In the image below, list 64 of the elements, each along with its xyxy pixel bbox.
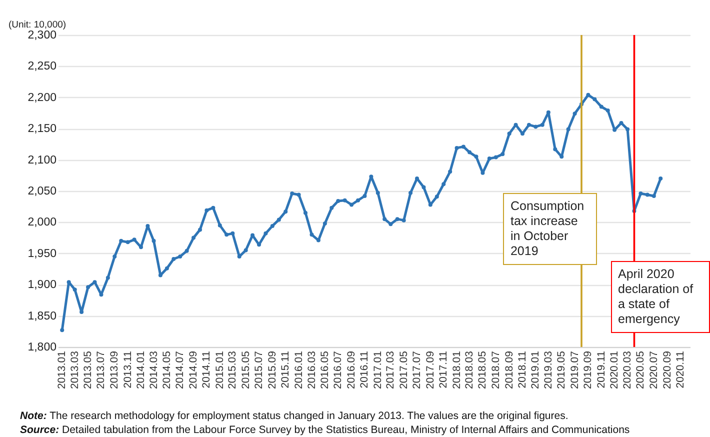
x-tick-label: 2018.11 bbox=[516, 350, 528, 388]
x-tick-label: 2013.01 bbox=[56, 350, 68, 389]
x-tick-label: 2013.11 bbox=[122, 350, 134, 388]
y-tick-label: 2,000 bbox=[28, 216, 56, 229]
y-tick-label: 2,050 bbox=[28, 186, 56, 198]
x-tick-label: 2018.09 bbox=[503, 350, 516, 389]
y-tick-label: 1,950 bbox=[28, 248, 56, 260]
x-tick-label: 2016.11 bbox=[358, 350, 371, 388]
x-tick-label: 2019.07 bbox=[568, 350, 581, 389]
y-tick-label: 2,250 bbox=[28, 60, 56, 73]
x-tick-label: 2017.11 bbox=[438, 350, 450, 388]
ref-line-label: Consumption tax increase in October 2019 bbox=[503, 193, 598, 265]
y-axis-title: (Unit: 10,000) bbox=[8, 20, 66, 30]
x-tick-label: 2014.01 bbox=[135, 350, 147, 389]
y-tick-label: 2,300 bbox=[28, 30, 56, 42]
x-tick-label: 2017.03 bbox=[384, 350, 397, 389]
y-tick-label: 1,900 bbox=[28, 279, 56, 292]
x-tick-label: 2020.03 bbox=[622, 350, 634, 389]
x-tick-label: 2014.03 bbox=[148, 350, 160, 389]
y-tick-label: 2,200 bbox=[28, 92, 56, 104]
x-tick-label: 2017.07 bbox=[411, 350, 424, 389]
x-tick-label: 2013.07 bbox=[95, 350, 108, 389]
x-tick-label: 2018.03 bbox=[464, 350, 476, 389]
x-tick-label: 2016.05 bbox=[318, 350, 331, 389]
x-tick-label: 2019.01 bbox=[530, 350, 542, 389]
x-tick-label: 2016.07 bbox=[332, 350, 344, 389]
x-tick-label: 2013.05 bbox=[82, 350, 94, 389]
y-tick-label: 1,850 bbox=[28, 310, 56, 322]
x-tick-label: 2016.09 bbox=[346, 350, 358, 389]
y-tick-label: 2,100 bbox=[28, 154, 56, 166]
x-tick-label: 2020.11 bbox=[674, 350, 686, 388]
x-tick-label: 2018.01 bbox=[450, 350, 463, 389]
x-tick-label: 2020.07 bbox=[648, 350, 660, 389]
x-tick-label: 2015.09 bbox=[266, 350, 278, 389]
x-tick-label: 2015.01 bbox=[214, 350, 226, 389]
x-tick-label: 2015.03 bbox=[226, 350, 239, 389]
y-tick-label: 2,150 bbox=[28, 123, 56, 136]
x-tick-label: 2014.05 bbox=[160, 350, 173, 389]
x-tick-label: 2014.07 bbox=[174, 350, 186, 389]
x-tick-label: 2013.09 bbox=[108, 350, 121, 389]
x-tick-label: 2019.03 bbox=[542, 350, 554, 389]
x-tick-label: 2019.11 bbox=[595, 350, 608, 388]
x-tick-label: 2014.11 bbox=[200, 350, 213, 388]
x-tick-label: 2015.11 bbox=[280, 350, 292, 388]
x-tick-label: 2016.01 bbox=[292, 350, 305, 389]
x-tick-label: 2015.05 bbox=[240, 350, 252, 389]
y-tick-label: 1,800 bbox=[28, 342, 56, 354]
x-tick-label: 2020.09 bbox=[661, 350, 674, 389]
x-tick-label: 2014.09 bbox=[188, 350, 200, 389]
x-tick-label: 2015.07 bbox=[253, 350, 266, 389]
x-tick-label: 2019.05 bbox=[556, 350, 568, 389]
x-tick-label: 2017.05 bbox=[398, 350, 410, 389]
ref-line-label: April 2020 declaration of a state of emergency bbox=[611, 261, 710, 333]
x-tick-label: 2013.03 bbox=[68, 350, 81, 389]
x-tick-label: 2017.09 bbox=[424, 350, 436, 389]
x-tick-label: 2020.05 bbox=[634, 350, 647, 389]
text: Note: The research methodology for employment status changed in January 2013. The values are the original figures. bbox=[20, 409, 570, 423]
x-tick-label: 2018.05 bbox=[476, 350, 489, 389]
x-tick-label: 2018.07 bbox=[490, 350, 502, 389]
x-tick-label: 2020.01 bbox=[608, 350, 621, 389]
x-tick-label: 2016.03 bbox=[306, 350, 318, 389]
source-note: Source: Detailed tabulation from the Labour Force Survey by the Statistics Bureau, Ministry of Internal Affairs and Communications bbox=[20, 423, 630, 437]
x-tick-label: 2017.01 bbox=[372, 350, 384, 389]
x-tick-label: 2019.09 bbox=[582, 350, 594, 389]
